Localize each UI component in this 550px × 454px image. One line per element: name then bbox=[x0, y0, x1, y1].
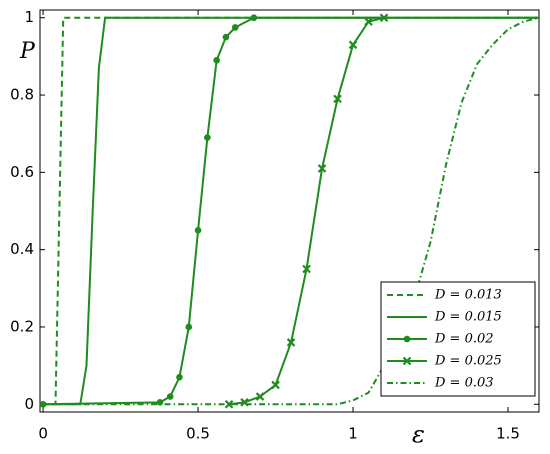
plot-frame bbox=[39, 9, 540, 413]
y-tick-label: 0.6 bbox=[10, 163, 34, 181]
point bbox=[317, 164, 327, 173]
legend-label: D = 0.013 bbox=[434, 288, 502, 303]
legend-marker bbox=[403, 335, 411, 343]
point bbox=[255, 392, 265, 401]
point bbox=[194, 227, 202, 234]
point bbox=[185, 323, 193, 331]
point bbox=[379, 13, 389, 23]
y-tick-label: 0.2 bbox=[10, 317, 34, 335]
y-tick-label: 1 bbox=[24, 8, 34, 26]
x-tick-label: 1.5 bbox=[496, 425, 520, 443]
legend-label: D = 0.025 bbox=[434, 354, 502, 369]
point bbox=[348, 40, 358, 50]
point bbox=[166, 393, 174, 400]
x-tick-label: 1 bbox=[348, 425, 358, 443]
legend-label: D = 0.015 bbox=[434, 310, 502, 325]
x-axis-label: ε bbox=[412, 421, 425, 449]
x-tick-label: 0.5 bbox=[186, 425, 210, 443]
line bbox=[228, 16, 385, 406]
legend-label: D = 0.03 bbox=[434, 376, 494, 391]
y-tick-label: 0 bbox=[24, 395, 34, 413]
point bbox=[364, 17, 373, 26]
y-tick-label: 0.4 bbox=[10, 240, 34, 258]
x-tick-label: 0 bbox=[38, 425, 48, 443]
point bbox=[250, 14, 258, 22]
point bbox=[286, 338, 296, 347]
line bbox=[43, 16, 540, 406]
y-axis-label: P bbox=[19, 39, 36, 64]
legend-label: D = 0.02 bbox=[434, 332, 494, 347]
legend-marker bbox=[402, 356, 412, 366]
point bbox=[204, 134, 211, 141]
point bbox=[333, 94, 342, 104]
point bbox=[231, 24, 239, 31]
point bbox=[271, 380, 280, 390]
point bbox=[302, 264, 311, 274]
point bbox=[213, 56, 220, 64]
line bbox=[43, 16, 539, 406]
y-tick-label: 0.8 bbox=[10, 86, 34, 104]
point bbox=[176, 373, 183, 381]
legend: D = 0.013 D = 0.015 D = 0.02 D = 0.025 D = 0… bbox=[380, 281, 536, 397]
point bbox=[156, 399, 164, 406]
point bbox=[222, 33, 230, 41]
